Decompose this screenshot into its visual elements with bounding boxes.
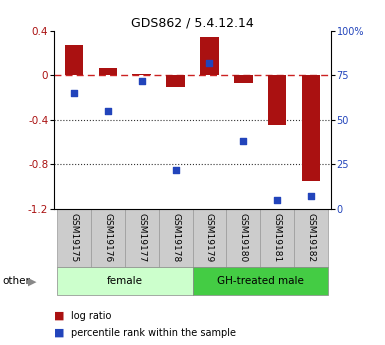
Point xyxy=(105,108,111,114)
Point xyxy=(172,167,179,172)
Bar xyxy=(260,209,294,267)
Bar xyxy=(91,209,125,267)
Bar xyxy=(301,76,320,181)
Point xyxy=(71,90,77,96)
Text: GH-treated male: GH-treated male xyxy=(217,276,303,286)
Text: GSM19178: GSM19178 xyxy=(171,214,180,263)
Text: GSM19176: GSM19176 xyxy=(104,214,112,263)
Text: GSM19179: GSM19179 xyxy=(205,214,214,263)
Text: female: female xyxy=(107,276,143,286)
Text: percentile rank within the sample: percentile rank within the sample xyxy=(71,328,236,338)
Bar xyxy=(268,76,286,126)
Bar xyxy=(200,37,219,76)
Text: other: other xyxy=(2,276,30,286)
Bar xyxy=(132,75,151,76)
Point xyxy=(139,78,145,83)
Point xyxy=(274,197,280,203)
Point xyxy=(308,194,314,199)
Text: ■: ■ xyxy=(54,328,64,338)
Text: GSM19175: GSM19175 xyxy=(70,214,79,263)
Text: ▶: ▶ xyxy=(28,276,36,286)
Text: ■: ■ xyxy=(54,311,64,321)
Point xyxy=(240,138,246,144)
Bar xyxy=(294,209,328,267)
Title: GDS862 / 5.4.12.14: GDS862 / 5.4.12.14 xyxy=(131,17,254,30)
Text: GSM19180: GSM19180 xyxy=(239,214,248,263)
Bar xyxy=(192,209,226,267)
Bar xyxy=(166,76,185,87)
Text: log ratio: log ratio xyxy=(71,311,112,321)
Bar xyxy=(125,209,159,267)
Bar xyxy=(159,209,192,267)
Bar xyxy=(57,267,192,295)
Text: GSM19181: GSM19181 xyxy=(273,214,281,263)
Point xyxy=(206,60,213,66)
Bar xyxy=(65,46,84,76)
Bar xyxy=(234,76,253,83)
Text: GSM19182: GSM19182 xyxy=(306,214,315,263)
Bar xyxy=(99,68,117,76)
Bar xyxy=(226,209,260,267)
Bar xyxy=(57,209,91,267)
Text: GSM19177: GSM19177 xyxy=(137,214,146,263)
Bar xyxy=(192,267,328,295)
